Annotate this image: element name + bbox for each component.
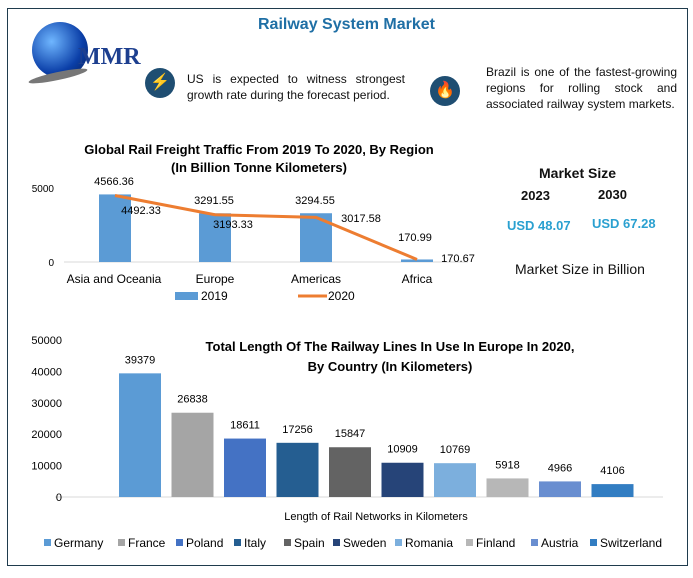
chart1-bar-2019 bbox=[99, 194, 131, 262]
legend-label-sweden: Sweden bbox=[343, 536, 386, 550]
legend-label-spain: Spain bbox=[294, 536, 325, 550]
legend-2019-label: 2019 bbox=[201, 289, 228, 303]
chart2-bar-spain bbox=[329, 447, 371, 497]
chart1-bar-label: 4566.36 bbox=[94, 176, 134, 188]
chart2-title: Total Length Of The Railway Lines In Use… bbox=[206, 339, 575, 354]
chart2-y-tick: 10000 bbox=[31, 461, 62, 473]
chart2-bar-switzerland bbox=[591, 484, 634, 497]
legend-swatch-switzerland bbox=[590, 539, 597, 546]
legend-label-romania: Romania bbox=[405, 536, 453, 550]
legend-swatch-italy bbox=[234, 539, 241, 546]
legend-swatch-germany bbox=[44, 539, 51, 546]
note-us: US is expected to witness strongest grow… bbox=[187, 72, 405, 102]
chart2-y-tick: 20000 bbox=[31, 429, 62, 441]
chart2-y-tick: 30000 bbox=[31, 398, 62, 410]
chart2-x-label: Length of Rail Networks in Kilometers bbox=[284, 511, 468, 523]
chart1-bar-label: 3294.55 bbox=[295, 195, 335, 207]
legend-swatch-sweden bbox=[333, 539, 340, 546]
infographic-frame bbox=[7, 8, 688, 566]
chart1-subtitle: (In Billion Tonne Kilometers) bbox=[171, 160, 347, 175]
chart1-x-tick: Europe bbox=[196, 272, 235, 286]
market-size-year-2023: 2023 bbox=[521, 188, 550, 203]
chart2-subtitle: By Country (In Kilometers) bbox=[308, 359, 473, 374]
chart1-line-2020 bbox=[114, 194, 418, 261]
flame-icon: 🔥 bbox=[430, 76, 460, 106]
chart1-title: Global Rail Freight Traffic From 2019 To… bbox=[84, 142, 433, 157]
chart2-bar-label: 39379 bbox=[125, 354, 156, 366]
legend-swatch-poland bbox=[176, 539, 183, 546]
legend-label-austria: Austria bbox=[541, 536, 579, 550]
chart2-bar-label: 4966 bbox=[548, 462, 572, 474]
market-size-year-2030: 2030 bbox=[598, 187, 627, 202]
logo-text: MMR bbox=[78, 44, 141, 70]
chart1-line-label: 3017.58 bbox=[341, 213, 381, 225]
legend-2020-label: 2020 bbox=[328, 289, 355, 303]
chart1-y-tick: 5000 bbox=[32, 184, 55, 195]
note-brazil: Brazil is one of the fastest-growing reg… bbox=[486, 65, 677, 111]
chart2-y-tick: 40000 bbox=[31, 366, 62, 378]
chart2-bar-label: 10769 bbox=[440, 444, 471, 456]
chart2-bar-label: 5918 bbox=[495, 459, 519, 471]
chart1-line-label: 170.67 bbox=[441, 253, 475, 265]
legend-label-germany: Germany bbox=[54, 536, 103, 550]
legend-label-italy: Italy bbox=[244, 536, 266, 550]
chart1-bar-label: 3291.55 bbox=[194, 195, 234, 207]
chart1-bar-2019 bbox=[401, 259, 433, 262]
chart2-bar-poland bbox=[224, 438, 266, 497]
legend-swatch-spain bbox=[284, 539, 291, 546]
legend-label-switzerland: Switzerland bbox=[600, 536, 662, 550]
legend-swatch-finland bbox=[466, 539, 473, 546]
mmr-logo: MMR bbox=[27, 20, 148, 90]
market-size-2023-value: USD 48.07 bbox=[507, 218, 571, 233]
legend-label-finland: Finland bbox=[476, 536, 515, 550]
chart1-bar-2019 bbox=[199, 213, 231, 262]
chart2-bar-sweden bbox=[381, 462, 424, 497]
chart2-bar-label: 4106 bbox=[600, 465, 624, 477]
chart2-bar-label: 26838 bbox=[177, 394, 208, 406]
chart1-line-label: 3193.33 bbox=[213, 219, 253, 231]
chart1-bar-label: 170.99 bbox=[398, 232, 432, 244]
market-size-caption: Market Size in Billion bbox=[515, 261, 645, 277]
legend-swatch-romania bbox=[395, 539, 402, 546]
legend-2019-swatch bbox=[175, 292, 198, 300]
legend-label-france: France bbox=[128, 536, 166, 550]
market-size-title: Market Size bbox=[539, 165, 617, 181]
chart2-bar-finland bbox=[486, 478, 529, 497]
chart1-x-tick: Asia and Oceania bbox=[67, 272, 162, 286]
chart2-bar-italy bbox=[276, 442, 319, 497]
chart2-bar-germany bbox=[119, 373, 161, 497]
page-title: Railway System Market bbox=[258, 16, 435, 33]
chart2-bar-label: 18611 bbox=[230, 420, 260, 432]
legend-label-poland: Poland bbox=[186, 536, 223, 550]
chart1-line-label: 4492.33 bbox=[121, 205, 161, 217]
chart1-x-tick: Africa bbox=[402, 272, 433, 286]
chart2-y-tick: 0 bbox=[56, 492, 62, 504]
chart2-bar-label: 10909 bbox=[387, 444, 418, 456]
legend-swatch-austria bbox=[531, 539, 538, 546]
market-size-2030-value: USD 67.28 bbox=[592, 216, 656, 231]
chart2-bar-france bbox=[171, 412, 214, 497]
lightning-icon: ⚡ bbox=[145, 68, 175, 98]
chart2-bar-label: 17256 bbox=[282, 424, 313, 436]
chart2-bar-romania bbox=[434, 463, 476, 497]
chart2-bar-austria bbox=[539, 481, 581, 497]
legend-swatch-france bbox=[118, 539, 125, 546]
chart1-y-tick: 0 bbox=[48, 258, 54, 269]
chart2-y-tick: 50000 bbox=[31, 335, 62, 347]
chart1-x-tick: Americas bbox=[291, 272, 341, 286]
chart2-bar-label: 15847 bbox=[335, 428, 366, 440]
